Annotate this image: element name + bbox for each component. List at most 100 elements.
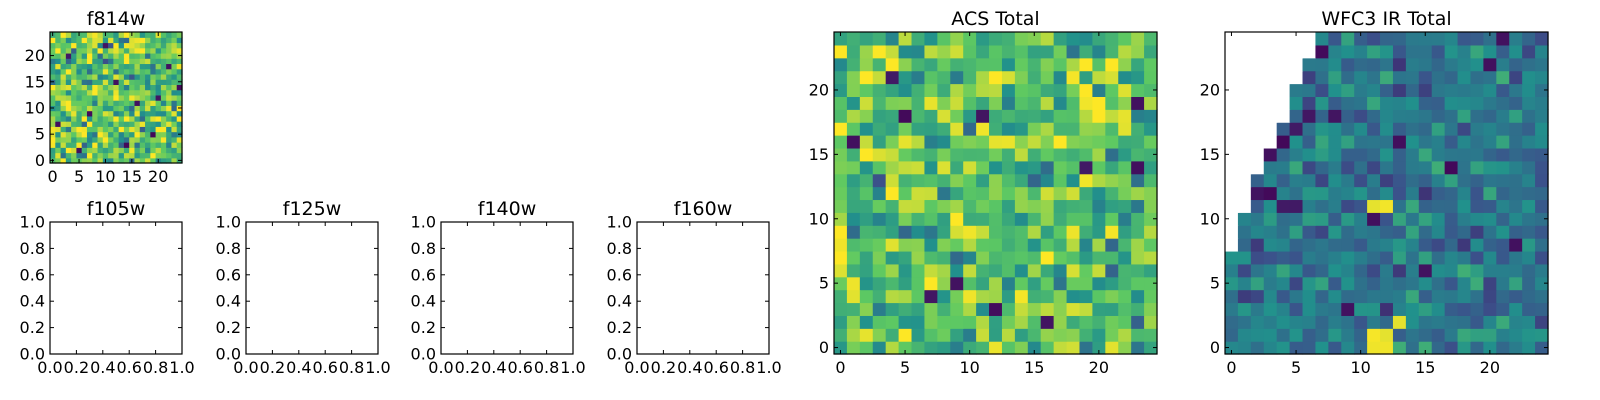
heatmap-cell xyxy=(1276,238,1291,252)
heatmap-cell xyxy=(1225,32,1239,46)
heatmap-cell xyxy=(113,110,120,117)
heatmap-cell xyxy=(1263,302,1278,316)
heatmap-cell xyxy=(885,147,900,162)
heatmap-cell xyxy=(1131,225,1145,239)
heatmap-cell xyxy=(60,52,67,59)
heatmap-cell xyxy=(1250,225,1265,239)
heatmap-cell xyxy=(911,341,926,355)
heatmap-cell xyxy=(1001,250,1016,265)
heatmap-cell xyxy=(1001,32,1016,46)
heatmap-cell xyxy=(65,157,72,164)
heatmap-cell xyxy=(1535,32,1549,46)
axes-frame xyxy=(245,221,379,355)
heatmap-cell xyxy=(1027,199,1042,213)
heatmap-cell xyxy=(1496,32,1510,46)
heatmap-cell xyxy=(1001,173,1016,188)
heatmap-cell xyxy=(1092,147,1106,162)
heatmap-cell xyxy=(1302,70,1317,85)
heatmap-cell xyxy=(872,186,887,201)
heatmap-cell xyxy=(65,79,72,85)
heatmap-cell xyxy=(1354,238,1368,252)
heatmap-cell xyxy=(911,263,926,278)
heatmap-cell xyxy=(166,94,173,101)
heatmap-cell xyxy=(1079,44,1093,59)
heatmap-cell xyxy=(65,52,72,59)
heatmap-cell xyxy=(76,126,83,133)
heatmap-cell xyxy=(989,199,1003,213)
heatmap-cell xyxy=(1014,173,1029,188)
x-tick-label: 0.8 xyxy=(534,358,559,377)
heatmap-cell xyxy=(1079,225,1093,239)
heatmap-cell xyxy=(123,121,130,127)
heatmap-cell xyxy=(97,73,104,80)
heatmap-cell xyxy=(123,147,130,154)
heatmap-cell xyxy=(1276,225,1291,239)
heatmap-cell xyxy=(123,52,130,59)
heatmap-cell xyxy=(1040,83,1055,97)
heatmap-cell xyxy=(86,142,93,148)
heatmap-cell xyxy=(1001,238,1016,252)
heatmap-cell xyxy=(1341,289,1355,304)
heatmap-cell xyxy=(118,84,125,91)
heatmap-cell xyxy=(1354,289,1368,304)
x-tick-label: 0.0 xyxy=(624,358,649,377)
heatmap-cell xyxy=(1457,199,1472,213)
heatmap-cell xyxy=(1367,83,1381,97)
heatmap-cell xyxy=(1405,122,1420,136)
heatmap-cell xyxy=(139,68,146,75)
heatmap-cell xyxy=(97,68,104,75)
heatmap-cell xyxy=(1341,250,1355,265)
heatmap-cell xyxy=(963,147,977,162)
heatmap-cell xyxy=(166,100,173,106)
heatmap-cell xyxy=(1014,135,1029,149)
heatmap-cell xyxy=(166,121,173,127)
heatmap-cell xyxy=(1250,160,1265,175)
heatmap-cell xyxy=(108,52,114,59)
heatmap-cell xyxy=(1328,289,1342,304)
heatmap-cell xyxy=(155,126,162,133)
heatmap-cell xyxy=(1431,173,1446,188)
heatmap-cell xyxy=(1225,302,1239,316)
axes-frame xyxy=(49,221,183,355)
heatmap-cell xyxy=(1470,135,1484,149)
heatmap-cell xyxy=(1418,122,1433,136)
heatmap-cell xyxy=(1053,135,1068,149)
heatmap-cell xyxy=(1328,199,1342,213)
heatmap-cell xyxy=(139,131,146,138)
y-tick-label: 0.4 xyxy=(411,292,436,311)
heatmap-cell xyxy=(1001,57,1016,72)
heatmap-cell xyxy=(1040,341,1055,355)
heatmap-cell xyxy=(171,121,178,127)
heatmap-cell xyxy=(1483,83,1497,97)
heatmap-cell xyxy=(1405,160,1420,175)
heatmap-cell xyxy=(1250,199,1265,213)
heatmap-cell xyxy=(1315,109,1329,123)
heatmap-cell xyxy=(1418,238,1433,252)
heatmap-cell xyxy=(1341,109,1355,123)
heatmap-cell xyxy=(1225,122,1239,136)
heatmap-cell xyxy=(1509,147,1523,162)
heatmap-cell xyxy=(129,142,136,148)
heatmap-cell xyxy=(976,83,990,97)
heatmap-cell xyxy=(937,173,951,188)
heatmap-cell xyxy=(976,109,990,123)
heatmap-cell xyxy=(1535,225,1549,239)
heatmap-cell xyxy=(1341,70,1355,85)
heatmap-cell xyxy=(1431,122,1446,136)
heatmap-cell xyxy=(976,212,990,226)
heatmap-cell xyxy=(924,83,938,97)
heatmap-cell xyxy=(1457,32,1472,46)
heatmap-cell xyxy=(1315,212,1329,226)
heatmap-cell xyxy=(1302,122,1317,136)
heatmap-cell xyxy=(171,84,178,91)
heatmap-cell xyxy=(1496,135,1510,149)
heatmap-cell xyxy=(113,115,120,122)
heatmap-cell xyxy=(1457,109,1472,123)
x-tick-label: 0.8 xyxy=(143,358,168,377)
heatmap-cell xyxy=(1470,263,1484,278)
heatmap-cell xyxy=(911,212,926,226)
heatmap-cell xyxy=(1131,173,1145,188)
heatmap-cell xyxy=(834,96,848,110)
heatmap-cell xyxy=(1367,57,1381,72)
heatmap-cell xyxy=(1276,135,1291,149)
